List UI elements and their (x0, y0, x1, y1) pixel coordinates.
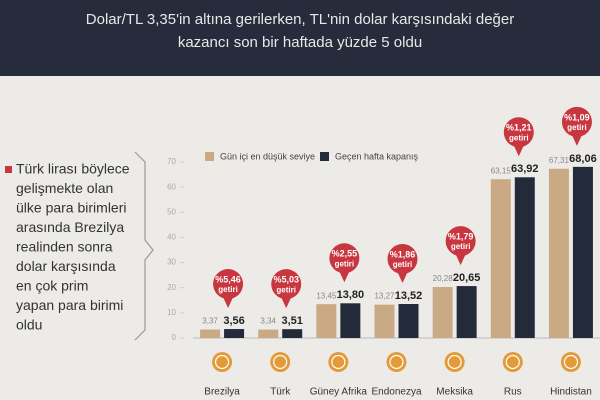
annotation-pct: %1,86 (390, 249, 416, 259)
value-label: 3,37 (202, 317, 218, 326)
legend-swatch (320, 152, 329, 161)
value-label: 20,28 (433, 274, 454, 283)
title-line: kazancı son bir haftada yüzde 5 oldu (178, 34, 422, 51)
x-tick-label: Hindistan (550, 387, 592, 398)
bullet (5, 166, 12, 173)
annotation-pct: %1,09 (564, 112, 590, 122)
annotation-pin (387, 244, 418, 275)
currency-icon-inner (505, 354, 520, 370)
annotation-pct: %1,79 (448, 231, 474, 241)
side-note-line: dolar karşısında (16, 258, 116, 274)
legend-label: Geçen hafta kapanış (335, 151, 419, 161)
bar (514, 177, 535, 338)
side-note-line: gelişmekte olan (16, 180, 113, 196)
bar (374, 304, 395, 338)
y-tick-label: 10 (167, 308, 176, 317)
value-label: 63,15 (491, 166, 512, 175)
x-tick-label: Rus (504, 387, 522, 398)
value-label: 20,65 (453, 272, 481, 284)
annotation-word: getiri (218, 285, 238, 294)
value-label: 68,06 (569, 153, 597, 165)
value-label: 13,52 (395, 290, 423, 302)
annotation-pin (329, 243, 360, 274)
annotation-word: getiri (393, 260, 413, 269)
currency-icon-inner (273, 354, 288, 370)
annotation-word: getiri (567, 123, 587, 132)
y-tick-label: 40 (167, 233, 176, 242)
legend-label: Gün içi en düşük seviye (220, 151, 315, 161)
bracket (134, 151, 154, 341)
value-label: 13,45 (316, 291, 337, 300)
y-tick-label: 50 (167, 207, 176, 216)
value-label: 63,92 (511, 163, 539, 175)
currency-icon-inner (447, 354, 462, 370)
y-tick-label: 0 (172, 333, 177, 342)
header-band (0, 0, 600, 76)
annotation-pct: %2,55 (332, 249, 358, 259)
y-tick-label: 70 (167, 157, 176, 166)
x-tick-label: Güney Afrika (310, 387, 368, 398)
annotation-pin (271, 269, 302, 300)
currency-icon-inner (389, 354, 404, 370)
bar (456, 286, 477, 338)
bar (200, 329, 221, 338)
y-tick-label: 20 (167, 283, 176, 292)
x-tick-label: Endonezya (371, 387, 421, 398)
currency-icon-inner (331, 354, 346, 370)
bar (316, 304, 337, 338)
annotation-word: getiri (509, 133, 529, 142)
annotation-pin (445, 226, 476, 257)
value-label: 13,27 (374, 292, 395, 301)
annotation-pct: %1,21 (506, 123, 532, 133)
bar (282, 329, 303, 338)
bar (572, 166, 593, 338)
value-label: 13,80 (337, 289, 365, 301)
x-tick-label: Brezilya (204, 387, 240, 398)
currency-icon-inner (563, 354, 579, 370)
bar (224, 329, 245, 338)
side-note-line: arasında Brezilya (16, 219, 124, 235)
annotation-pin (561, 106, 592, 137)
y-tick-label: 30 (167, 258, 176, 267)
bar (490, 179, 511, 338)
bar (398, 304, 419, 338)
annotation-pin (213, 269, 244, 300)
currency-icon-inner (214, 354, 230, 370)
value-label: 3,56 (223, 315, 244, 327)
side-note-line: realinden sonra (16, 239, 113, 255)
annotation-pin (503, 117, 534, 148)
side-note-line: oldu (16, 317, 42, 333)
value-label: 3,51 (282, 315, 303, 327)
annotation-word: getiri (276, 285, 296, 294)
value-label: 3,34 (260, 317, 276, 326)
bar (432, 287, 453, 338)
annotation-word: getiri (451, 242, 471, 251)
annotation-pct: %5,03 (273, 275, 299, 285)
side-note-line: en çok prim (16, 278, 88, 294)
bar (258, 329, 279, 338)
side-note-line: yapan para birimi (16, 297, 123, 313)
value-label: 67,31 (549, 156, 570, 165)
x-tick-label: Türk (270, 387, 291, 398)
annotation-pct: %5,46 (215, 274, 241, 284)
legend-swatch (205, 152, 214, 161)
x-tick-label: Meksika (436, 387, 473, 398)
bar (340, 303, 361, 338)
side-note-line: ülke para birimleri (16, 200, 126, 216)
y-tick-label: 60 (167, 182, 176, 191)
bar (548, 168, 569, 338)
title-line: Dolar/TL 3,35'in altına gerilerken, TL'n… (86, 11, 514, 28)
side-note-line: Türk lirası böylece (16, 161, 130, 177)
annotation-word: getiri (335, 259, 355, 268)
